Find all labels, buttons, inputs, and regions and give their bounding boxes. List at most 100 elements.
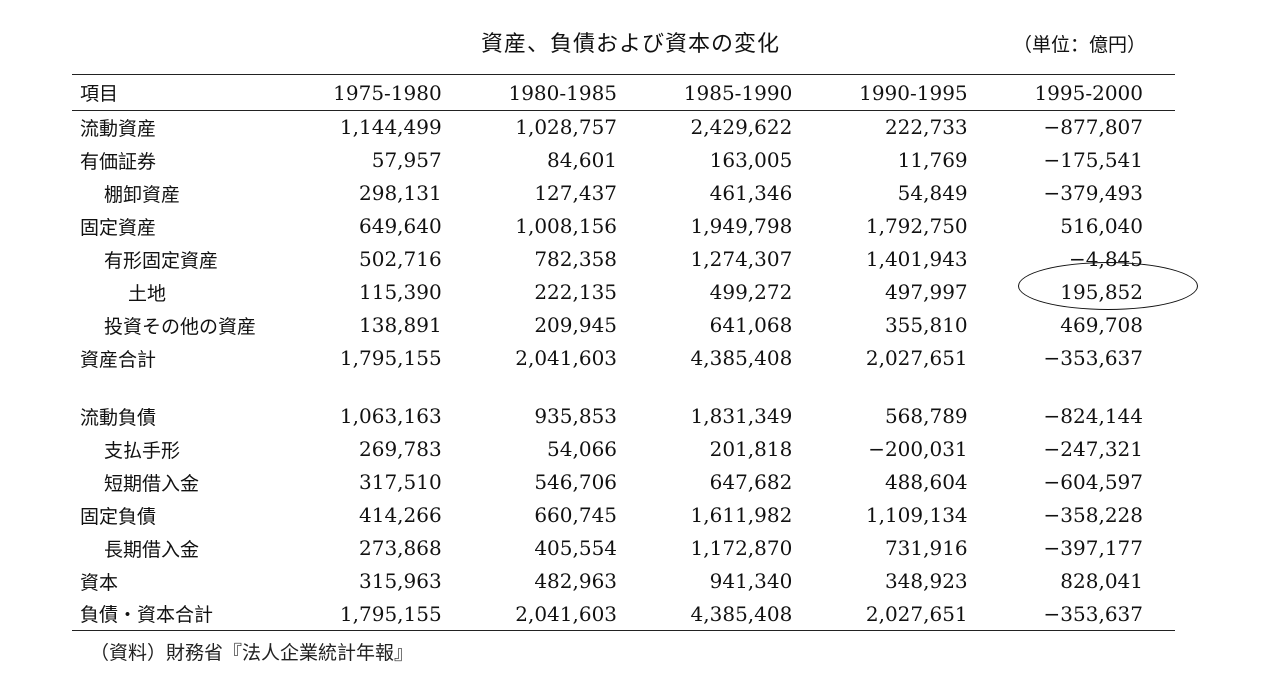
row-label: 短期借入金 [104,472,200,495]
header-period: 1995-2000 [1034,80,1143,105]
value-cell: 1,172,870 [690,536,793,560]
value-cell: 1,028,757 [515,115,618,140]
table-row: 流動負債 1,063,163 935,853 1,831,349 568,789 −824… [72,400,1175,433]
row-label: 土地 [128,282,167,305]
value-cell: −877,807 [1043,115,1143,140]
value-cell: 414,266 [359,503,442,527]
row-label: 長期借入金 [104,538,200,561]
value-cell: 516,040 [1060,214,1143,238]
value-cell: 647,682 [709,470,793,494]
value-cell: 461,346 [709,181,793,205]
value-cell: −200,031 [868,437,968,461]
header-period: 1975-1980 [333,80,442,105]
value-cell: 1,008,156 [515,214,618,238]
header-item: 項目 [80,83,119,105]
value-cell: −358,228 [1043,503,1143,527]
value-cell: 315,963 [359,569,442,593]
value-cell: −824,144 [1043,404,1143,428]
value-cell: 1,795,155 [339,346,442,370]
value-cell: −247,321 [1043,437,1143,461]
value-cell: 1,831,349 [690,404,793,428]
value-cell: 1,611,982 [690,503,793,527]
row-label: 資産合計 [80,348,157,371]
value-cell: 405,554 [534,536,618,560]
source-note: （資料）財務省『法人企業統計年報』 [90,642,414,664]
row-label: 流動負債 [80,406,157,429]
value-cell: 782,358 [534,247,618,271]
header-period: 1980-1985 [508,80,618,105]
value-cell: 127,437 [534,181,618,205]
row-label: 棚卸資産 [104,183,181,206]
value-cell: 2,027,651 [865,346,968,370]
value-cell: 941,340 [709,569,793,593]
value-cell: 469,708 [1060,313,1143,337]
value-cell: 499,272 [709,280,793,304]
value-cell: 269,783 [359,437,442,461]
table-row: 有価証券 57,957 84,601 163,005 11,769 −175,541 [72,144,1175,177]
row-label: 流動資産 [80,117,157,140]
value-cell: 482,963 [534,569,618,593]
value-cell: 1,144,499 [339,115,442,140]
table-row: 固定資産 649,640 1,008,156 1,949,798 1,792,750 51… [72,210,1175,243]
unit-note: （単位：億円） [1012,34,1146,56]
value-cell: 935,853 [534,404,618,428]
value-cell: 502,716 [359,247,442,271]
value-cell: 84,601 [547,148,618,172]
value-cell: 660,745 [534,503,618,527]
value-cell: 222,135 [534,280,618,304]
value-cell: 201,818 [709,437,793,461]
table-row: 支払手形 269,783 54,066 201,818 −200,031 −247,321 [72,433,1175,466]
value-cell: 1,795,155 [339,601,442,626]
value-cell: 1,274,307 [690,247,793,271]
value-cell: 54,849 [897,181,968,205]
value-cell: −379,493 [1043,181,1143,205]
value-cell: 2,041,603 [515,346,618,370]
row-label: 固定負債 [80,505,157,528]
value-cell: 4,385,408 [690,601,793,626]
table-row: 棚卸資産 298,131 127,437 461,346 54,849 −379,493 [72,177,1175,210]
balance-table-container: 項目 1975-1980 1980-1985 1985-1990 1990-19… [72,74,1175,631]
header-row: 項目 1975-1980 1980-1985 1985-1990 1990-19… [72,74,1175,111]
value-cell: 488,604 [884,470,968,494]
value-cell: 1,401,943 [865,247,968,271]
value-cell: −604,597 [1043,470,1143,494]
value-cell: −175,541 [1043,148,1143,172]
value-cell: 1,063,163 [339,404,442,428]
value-cell: 2,027,651 [865,601,968,626]
value-cell: 649,640 [359,214,442,238]
value-cell: 641,068 [709,313,793,337]
value-cell: −397,177 [1043,536,1143,560]
row-label: 資本 [80,571,119,594]
value-cell: 317,510 [359,470,442,494]
value-cell: 138,891 [359,313,442,337]
table-row: 長期借入金 273,868 405,554 1,172,870 731,916 −397,… [72,532,1175,565]
value-cell: 1,949,798 [690,214,793,238]
balance-table: 項目 1975-1980 1980-1985 1985-1990 1990-19… [72,74,1175,631]
row-label: 投資その他の資産 [104,315,257,338]
table-row: 土地 115,390 222,135 499,272 497,997 195,852 [72,276,1175,309]
header-period: 1990-1995 [859,80,968,105]
value-cell: 497,997 [884,280,968,304]
value-cell: 57,957 [371,148,442,172]
table-row: 固定負債 414,266 660,745 1,611,982 1,109,134 −358… [72,499,1175,532]
table-row: 負債・資本合計 1,795,155 2,041,603 4,385,408 2,027,… [72,598,1175,631]
table-row: 資本 315,963 482,963 941,340 348,923 828,041 [72,565,1175,598]
value-cell: 273,868 [359,536,442,560]
value-cell: 163,005 [709,148,793,172]
table-row: 有形固定資産 502,716 782,358 1,274,307 1,401,943 −4… [72,243,1175,276]
value-cell: −353,637 [1043,346,1143,370]
value-cell: −4,845 [1068,247,1143,271]
value-cell: 828,041 [1060,569,1143,593]
row-label: 有価証券 [80,150,157,173]
table-row: 流動資産 1,144,499 1,028,757 2,429,622 222,733 −8… [72,111,1175,144]
value-cell: −353,637 [1043,601,1143,626]
value-cell: 568,789 [884,404,968,428]
row-label: 負債・資本合計 [80,604,214,627]
value-cell: 2,041,603 [515,601,618,626]
table-row: 資産合計 1,795,155 2,041,603 4,385,408 2,027,651… [72,342,1175,375]
table-title: 資産、負債および資本の変化 [480,32,780,57]
table-row: 短期借入金 317,510 546,706 647,682 488,604 −604,59… [72,466,1175,499]
value-cell: 222,733 [884,115,968,140]
value-cell: 209,945 [534,313,618,337]
row-label: 有形固定資産 [104,249,219,272]
